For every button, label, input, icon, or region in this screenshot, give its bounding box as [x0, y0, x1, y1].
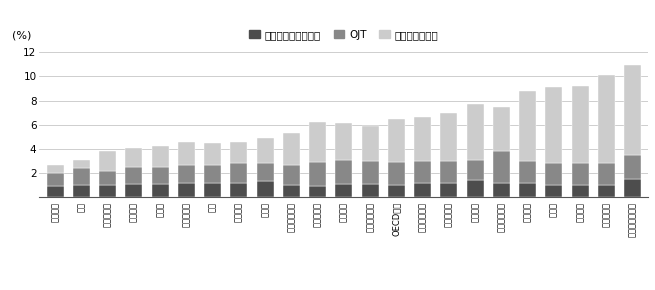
- Bar: [47, 173, 64, 186]
- Bar: [257, 138, 274, 163]
- Bar: [309, 162, 326, 186]
- Bar: [362, 161, 379, 184]
- Bar: [178, 165, 195, 183]
- Bar: [231, 183, 248, 197]
- Bar: [283, 185, 300, 197]
- Bar: [440, 161, 457, 183]
- Bar: [493, 107, 510, 151]
- Bar: [204, 165, 221, 183]
- Bar: [283, 165, 300, 185]
- Bar: [572, 185, 589, 197]
- Bar: [204, 143, 221, 165]
- Legend: インフォーマル学習, OJT, フォーマル訓練: インフォーマル学習, OJT, フォーマル訓練: [245, 26, 443, 44]
- Bar: [309, 186, 326, 197]
- Bar: [466, 104, 483, 160]
- Bar: [493, 183, 510, 197]
- Bar: [388, 162, 405, 185]
- Bar: [362, 126, 379, 161]
- Bar: [178, 183, 195, 197]
- Bar: [257, 182, 274, 197]
- Bar: [598, 185, 615, 197]
- Bar: [388, 185, 405, 197]
- Bar: [546, 185, 563, 197]
- Bar: [414, 183, 431, 197]
- Bar: [440, 183, 457, 197]
- Bar: [73, 185, 90, 197]
- Bar: [309, 122, 326, 162]
- Bar: [519, 91, 536, 161]
- Bar: [125, 184, 142, 197]
- Bar: [493, 151, 510, 183]
- Bar: [335, 160, 352, 184]
- Bar: [414, 161, 431, 183]
- Bar: [125, 167, 142, 184]
- Bar: [335, 184, 352, 197]
- Bar: [47, 186, 64, 197]
- Bar: [151, 146, 168, 167]
- Bar: [466, 180, 483, 197]
- Bar: [47, 165, 64, 173]
- Bar: [519, 161, 536, 183]
- Bar: [151, 184, 168, 197]
- Bar: [178, 142, 195, 165]
- Bar: [362, 184, 379, 197]
- Bar: [151, 167, 168, 184]
- Bar: [546, 87, 563, 163]
- Bar: [204, 183, 221, 197]
- Bar: [125, 148, 142, 167]
- Bar: [598, 75, 615, 163]
- Bar: [519, 183, 536, 197]
- Bar: [283, 133, 300, 165]
- Bar: [572, 163, 589, 185]
- Bar: [231, 142, 248, 163]
- Bar: [99, 171, 116, 185]
- Bar: [440, 113, 457, 161]
- Bar: [257, 163, 274, 182]
- Bar: [231, 163, 248, 183]
- Bar: [388, 119, 405, 162]
- Bar: [73, 168, 90, 185]
- Bar: [624, 155, 641, 179]
- Bar: [624, 179, 641, 197]
- Bar: [572, 86, 589, 163]
- Bar: [99, 151, 116, 171]
- Bar: [73, 160, 90, 168]
- Text: (%): (%): [12, 31, 31, 41]
- Bar: [546, 163, 563, 185]
- Bar: [335, 124, 352, 160]
- Bar: [598, 163, 615, 185]
- Bar: [414, 117, 431, 161]
- Bar: [99, 185, 116, 197]
- Bar: [624, 66, 641, 155]
- Bar: [466, 160, 483, 180]
